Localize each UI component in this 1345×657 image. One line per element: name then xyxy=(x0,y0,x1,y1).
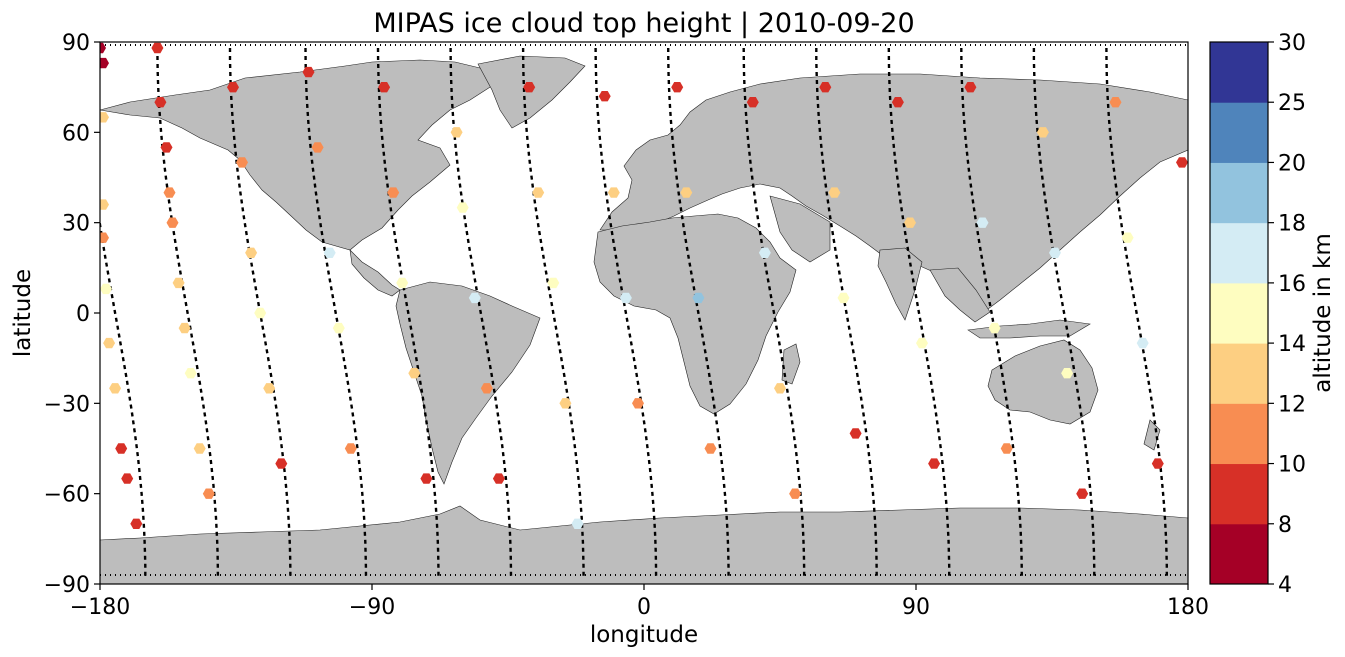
colorbar-tick-label: 16 xyxy=(1278,272,1306,297)
colorbar-tick-label: 4 xyxy=(1278,573,1292,598)
x-tick-label: 180 xyxy=(1167,595,1209,620)
land-new-zealand xyxy=(1143,419,1161,451)
land-africa xyxy=(593,213,797,415)
colorbar-tick-label: 8 xyxy=(1278,513,1292,538)
colorbar: 4 8 10 12 14 16 18 20 25 30 xyxy=(1209,31,1306,598)
x-tick-label: 0 xyxy=(637,595,651,620)
y-tick-label: −30 xyxy=(44,392,90,417)
colorbar-tick-label: 14 xyxy=(1278,332,1306,357)
land-indonesia xyxy=(967,319,1091,339)
x-tick-label: −180 xyxy=(70,595,130,620)
colorbar-segment xyxy=(1210,343,1268,404)
colorbar-tick-label: 18 xyxy=(1278,212,1306,237)
orbit-track-line xyxy=(521,47,585,579)
orbit-track-line xyxy=(594,47,658,579)
orbit-track-line xyxy=(887,47,951,578)
colorbar-segment xyxy=(1210,523,1268,585)
y-axis-label: latitude xyxy=(10,269,36,357)
orbit-track-line xyxy=(742,47,806,579)
y-tick-label: 30 xyxy=(62,212,90,237)
orbit-track-line xyxy=(376,47,440,579)
land-australia xyxy=(987,339,1099,425)
orbit-track-line xyxy=(156,47,220,579)
colorbar-tick-label: 20 xyxy=(1278,151,1306,176)
y-tick-label: −60 xyxy=(44,483,90,508)
land-south-america xyxy=(395,281,541,485)
x-tick-label: 90 xyxy=(902,595,930,620)
colorbar-tick-label: 25 xyxy=(1278,91,1306,116)
colorbar-frame xyxy=(1209,41,1269,585)
colorbar-segment xyxy=(1210,282,1268,344)
land-madagascar xyxy=(781,343,801,385)
plot-area xyxy=(99,41,1189,585)
y-tick-label: 0 xyxy=(76,302,90,327)
colorbar-segment xyxy=(1210,102,1268,163)
orbit-track-line xyxy=(667,47,730,579)
land-central-america xyxy=(349,249,401,297)
colorbar-tick-label: 12 xyxy=(1278,392,1306,417)
y-tick-label: 60 xyxy=(62,121,90,146)
colorbar-label: altitude in km xyxy=(1310,233,1336,393)
y-axis-ticks: −90 −60 −30 0 30 60 90 xyxy=(44,31,100,598)
x-axis-label: longitude xyxy=(590,622,698,648)
land-arabia xyxy=(769,195,831,263)
y-tick-label: 90 xyxy=(62,31,90,56)
orbit-track-line xyxy=(1032,48,1096,579)
orbit-track-line xyxy=(815,48,878,579)
colorbar-segment xyxy=(1210,162,1268,224)
colorbar-segment xyxy=(1210,403,1268,465)
chart-title: MIPAS ice cloud top height | 2010-09-20 xyxy=(373,8,914,39)
colorbar-segment xyxy=(1210,463,1268,525)
colorbar-tick-label: 30 xyxy=(1278,31,1306,56)
colorbar-segment xyxy=(1210,42,1268,103)
y-tick-label: −90 xyxy=(44,573,90,598)
orbit-track-line xyxy=(960,47,1023,579)
x-axis-ticks: −180 −90 0 90 180 xyxy=(70,584,1209,620)
orbit-track-line xyxy=(100,216,147,578)
colorbar-segment xyxy=(1210,222,1268,284)
orbit-track-line xyxy=(1105,47,1169,578)
orbit-tracks xyxy=(100,44,1188,579)
land-southeast-asia xyxy=(929,267,991,323)
colorbar-tick-label: 10 xyxy=(1278,453,1306,478)
x-tick-label: −90 xyxy=(349,595,395,620)
land-antarctica xyxy=(100,505,1188,584)
orbit-track-line xyxy=(304,47,368,579)
